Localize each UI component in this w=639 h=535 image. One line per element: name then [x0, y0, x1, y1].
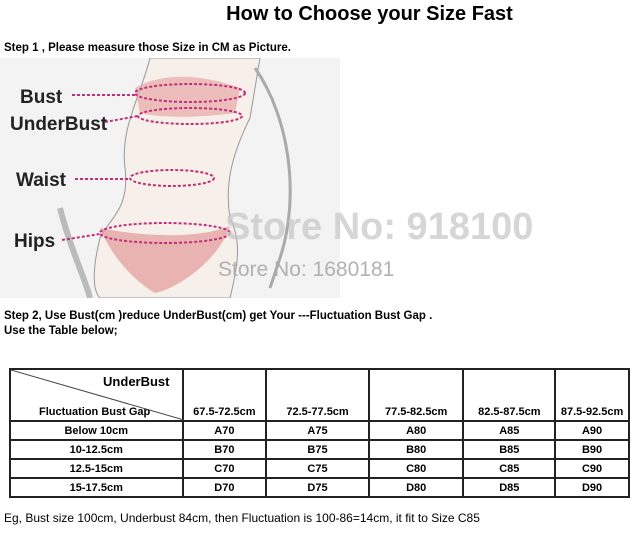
size-cell: B70	[181, 439, 268, 460]
size-cell: B90	[554, 439, 630, 460]
table-header-row: UnderBust Fluctuation Bust Gap 67.5-72.5…	[9, 368, 630, 422]
bust-line	[134, 83, 246, 103]
step1-text: Step 1 , Please measure those Size in CM…	[4, 42, 291, 54]
table-row: 10-12.5cm B70 B75 B80 B85 B90	[9, 439, 630, 460]
size-cell: C75	[265, 458, 370, 479]
watermark: Store No: 918100	[225, 206, 534, 248]
column-header: 72.5-77.5cm	[265, 368, 370, 422]
corner-top-label: UnderBust	[103, 374, 170, 389]
watermark: Store No: 1680181	[218, 258, 395, 281]
column-header: 87.5-92.5cm	[554, 368, 630, 422]
size-cell: D80	[367, 477, 465, 498]
column-header: 77.5-82.5cm	[367, 368, 465, 422]
waist-line	[129, 169, 215, 187]
corner-cell: UnderBust Fluctuation Bust Gap	[9, 368, 184, 422]
step2-text-2: Use the Table below;	[4, 325, 118, 337]
gap-cell: 12.5-15cm	[9, 458, 184, 479]
size-table: UnderBust Fluctuation Bust Gap 67.5-72.5…	[9, 368, 630, 498]
size-cell: B80	[367, 439, 465, 460]
measurement-figure: Bust UnderBust Waist Hips	[0, 58, 340, 298]
label-waist: Waist	[16, 170, 67, 191]
size-cell: B75	[265, 439, 370, 460]
label-bust: Bust	[20, 87, 63, 108]
size-cell: A85	[462, 420, 557, 441]
gap-cell: 15-17.5cm	[9, 477, 184, 498]
label-underbust: UnderBust	[10, 114, 108, 135]
label-hips: Hips	[14, 231, 55, 252]
page-title: How to Choose your Size Fast	[226, 3, 513, 25]
step2-text: Step 2, Use Bust(cm )reduce UnderBust(cm…	[4, 310, 433, 322]
size-cell: C85	[462, 458, 557, 479]
size-cell: C70	[181, 458, 268, 479]
column-header: 82.5-87.5cm	[462, 368, 557, 422]
size-cell: D85	[462, 477, 557, 498]
table-row: 12.5-15cm C70 C75 C80 C85 C90	[9, 458, 630, 479]
size-cell: D70	[181, 477, 268, 498]
column-header: 67.5-72.5cm	[181, 368, 268, 422]
table-row: 15-17.5cm D70 D75 D80 D85 D90	[9, 477, 630, 498]
corner-bottom-label: Fluctuation Bust Gap	[39, 406, 151, 418]
gap-cell: 10-12.5cm	[9, 439, 184, 460]
hips-line	[99, 222, 231, 244]
underbust-line	[137, 107, 243, 125]
size-cell: A70	[181, 420, 268, 441]
size-cell: C90	[554, 458, 630, 479]
size-cell: D75	[265, 477, 370, 498]
gap-cell: Below 10cm	[9, 420, 184, 441]
example-note: Eg, Bust size 100cm, Underbust 84cm, the…	[4, 511, 480, 525]
size-cell: B85	[462, 439, 557, 460]
size-cell: A90	[554, 420, 630, 441]
size-cell: C80	[367, 458, 465, 479]
size-cell: A75	[265, 420, 370, 441]
size-cell: A80	[367, 420, 465, 441]
size-cell: D90	[554, 477, 630, 498]
table-row: Below 10cm A70 A75 A80 A85 A90	[9, 420, 630, 441]
